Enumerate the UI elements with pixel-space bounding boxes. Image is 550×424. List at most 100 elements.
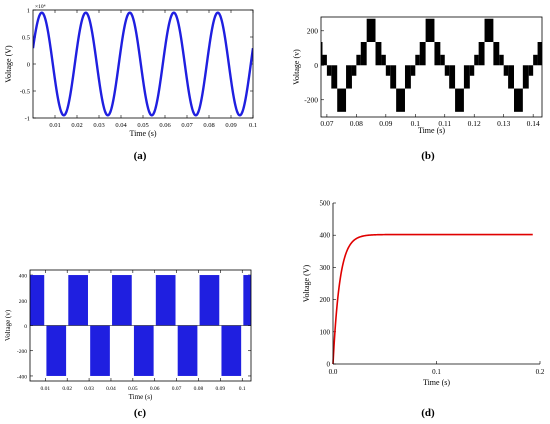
panel-a: 0.01 0.02 0.03 0.04 0.05 0.06 0.07 0.08 0.09 0.1 -…: [4, 4, 257, 138]
pwm-block: [238, 55, 242, 65]
panel-d-tag: (d): [421, 407, 435, 419]
panel-b: 0.07 0.08 0.09 0.1 0.11 0.12 0.13 0.14 -200 0 200 T…: [238, 16, 550, 135]
pwm-block: [484, 18, 494, 42]
pwm-block: [385, 65, 391, 76]
negative-pulse: [46, 325, 67, 376]
pwm-block: [522, 65, 529, 89]
plot-frame: [32, 9, 254, 119]
x-tick-label: 0.2: [536, 368, 545, 376]
y-tick-label: 0: [314, 61, 318, 70]
x-tick-label: 0.08: [203, 122, 214, 129]
panel-a-tag: (a): [134, 150, 147, 162]
pwm-block: [366, 18, 376, 42]
pwm-block: [346, 65, 352, 89]
positive-pulse: [331, 275, 351, 325]
y-tick-label: 1: [27, 8, 30, 15]
x-tick-label: 0.05: [137, 122, 148, 129]
pwm-block: [478, 42, 485, 66]
voltage-series-line: [33, 11, 253, 117]
pwm-block: [321, 42, 323, 66]
y-multiplier-label: ×10⁴: [35, 4, 46, 10]
voltage-series-line: [332, 233, 533, 365]
pwm-block: [272, 65, 278, 88]
pwm-block: [514, 88, 523, 112]
x-tick-label: 0.08: [194, 386, 204, 392]
x-tick-label: 0.06: [159, 122, 171, 129]
pwm-block: [469, 65, 475, 76]
x-axis-label: Time (s): [129, 129, 156, 138]
pwm-block: [537, 42, 542, 66]
x-axis-label: Time (s): [418, 126, 445, 135]
x-tick-label: 0.01: [41, 386, 51, 392]
negative-pulse: [177, 325, 198, 376]
pwm-block: [543, 19, 550, 42]
y-tick-label: 400: [320, 232, 331, 240]
panel-c-tag: (c): [134, 407, 147, 419]
positive-pulse: [68, 275, 88, 326]
positive-pulse: [199, 275, 220, 326]
pwm-block: [326, 65, 332, 76]
negative-pulse: [221, 325, 242, 376]
y-tick-label: -200: [304, 95, 318, 104]
x-tick-label: 0.14: [527, 119, 540, 128]
x-tick-label: 0.04: [115, 122, 127, 129]
y-tick-label: 0.5: [22, 35, 30, 42]
x-tick-label: 0.11: [438, 119, 451, 128]
pwm-block: [493, 42, 500, 66]
y-tick-label: 100: [320, 328, 331, 336]
x-tick-label: 0.01: [49, 122, 60, 129]
pwm-block: [360, 42, 367, 66]
y-tick-label: -400: [17, 374, 27, 380]
x-tick-label: 0.1: [239, 386, 246, 392]
pwm-block: [463, 65, 470, 89]
negative-pulse: [90, 325, 110, 376]
pwm-block: [503, 65, 509, 76]
pwm-block: [302, 42, 308, 65]
pwm-block: [434, 42, 441, 66]
x-tick-label: 0.07: [181, 122, 193, 129]
negative-pulse: [353, 326, 373, 376]
x-tick-label: 0.05: [128, 386, 138, 392]
y-axis-label: Voltage (V): [4, 45, 13, 83]
x-tick-label: 0.07: [172, 386, 182, 392]
x-tick-label: 0.02: [71, 122, 82, 129]
y-tick-label: -1: [25, 116, 30, 123]
pwm-block: [258, 42, 264, 65]
x-tick-label: 0.13: [497, 119, 510, 128]
x-tick-label: 0.09: [225, 122, 236, 129]
x-tick-label: 0.03: [84, 386, 94, 392]
y-tick-label: -200: [17, 349, 27, 355]
positive-pulse: [30, 275, 45, 326]
y-axis-label: Voltage (V): [302, 264, 311, 302]
pwm-block: [533, 54, 538, 66]
pwm-block: [508, 65, 515, 89]
y-axis-label: Voltage (v): [4, 309, 12, 341]
y-tick-label: 0: [327, 361, 331, 369]
y-tick-label: 500: [320, 200, 331, 208]
y-tick-label: 300: [320, 264, 331, 272]
pwm-block: [268, 65, 272, 75]
pwm-block: [331, 65, 338, 89]
pwm-block: [425, 18, 435, 42]
pwm-block: [381, 54, 386, 66]
pwm-block: [440, 54, 445, 66]
pwm-block: [404, 65, 411, 89]
x-tick-label: 0.02: [62, 386, 72, 392]
panel-d: 0.0 0.1 0.2 0 100 200 300 400 500 Time (s) Voltage…: [302, 200, 545, 388]
positive-pulse: [155, 275, 176, 326]
pwm-block: [474, 54, 479, 66]
y-tick-label: 200: [19, 299, 28, 305]
positive-pulse: [243, 275, 251, 326]
pwm-block: [415, 54, 420, 66]
x-tick-label: 0.1: [249, 122, 257, 129]
x-tick-label: 0.12: [468, 119, 481, 128]
x-tick-label: 0.04: [106, 386, 116, 392]
x-tick-label: 0.0: [329, 368, 338, 376]
pwm-block: [396, 88, 405, 112]
x-tick-label: 0.09: [216, 386, 226, 392]
panel-b-tag: (b): [421, 150, 435, 162]
pwm-block: [356, 54, 361, 66]
x-tick-label: 0.07: [320, 119, 333, 128]
